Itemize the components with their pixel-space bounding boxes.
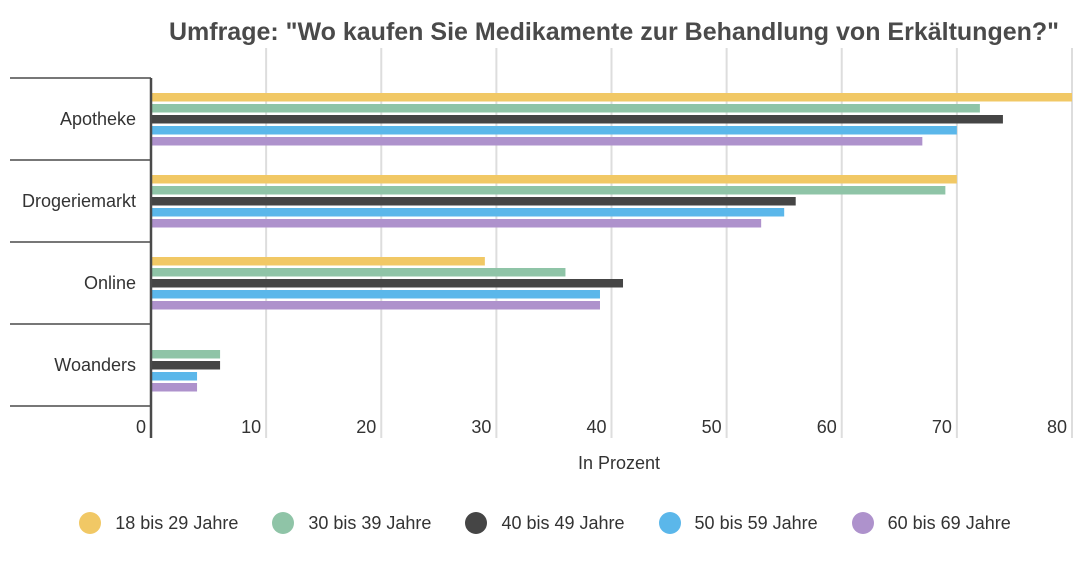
x-tick-label: 40 bbox=[586, 417, 606, 437]
category-label: Online bbox=[84, 273, 136, 293]
legend-item: 50 bis 59 Jahre bbox=[658, 512, 818, 534]
legend-item: 60 bis 69 Jahre bbox=[851, 512, 1011, 534]
bar bbox=[151, 197, 796, 206]
legend-swatch bbox=[851, 512, 874, 534]
bar bbox=[151, 104, 980, 113]
chart-title: Umfrage: "Wo kaufen Sie Medikamente zur … bbox=[169, 18, 1059, 46]
x-tick-label: 60 bbox=[817, 417, 837, 437]
bar bbox=[151, 115, 1003, 124]
legend-item: 30 bis 39 Jahre bbox=[272, 512, 431, 534]
bar bbox=[151, 268, 566, 277]
x-tick-label: 30 bbox=[471, 417, 491, 437]
x-tick-label: 0 bbox=[136, 417, 146, 437]
bar bbox=[151, 350, 221, 359]
legend-label: 40 bis 49 Jahre bbox=[501, 512, 625, 533]
legend-label: 30 bis 39 Jahre bbox=[308, 512, 432, 533]
category-label: Drogeriemarkt bbox=[22, 191, 136, 211]
bar bbox=[151, 126, 957, 135]
legend-swatch bbox=[79, 512, 102, 534]
legend-item: 18 bis 29 Jahre bbox=[79, 512, 238, 534]
legend-item: 40 bis 49 Jahre bbox=[465, 512, 625, 534]
bars bbox=[151, 93, 1072, 392]
x-tick-labels: 0 10 20 30 40 50 60 70 80 bbox=[136, 417, 1067, 437]
category-separators bbox=[10, 77, 151, 407]
legend-swatch bbox=[272, 512, 295, 534]
bar bbox=[151, 208, 785, 217]
bar bbox=[151, 186, 946, 195]
x-tick-label: 20 bbox=[356, 417, 376, 437]
legend: 18 bis 29 Jahre 30 bis 39 Jahre 40 bis 49 … bbox=[0, 512, 1090, 534]
x-tick-label: 10 bbox=[241, 417, 261, 437]
category-label: Apotheke bbox=[60, 109, 136, 129]
legend-label: 50 bis 59 Jahre bbox=[694, 512, 818, 533]
legend-label: 18 bis 29 Jahre bbox=[115, 512, 239, 533]
category-labels: Apotheke Drogeriemarkt Online Woanders bbox=[22, 109, 136, 375]
x-axis-title: In Prozent bbox=[578, 453, 660, 473]
category-label: Woanders bbox=[54, 355, 136, 375]
legend-swatch bbox=[658, 512, 681, 534]
bar bbox=[151, 290, 600, 299]
x-tick-label: 70 bbox=[932, 417, 952, 437]
legend-swatch bbox=[465, 512, 488, 534]
x-tick-label: 50 bbox=[702, 417, 722, 437]
x-tick-label: 80 bbox=[1047, 417, 1067, 437]
bar bbox=[151, 383, 198, 392]
bar bbox=[151, 93, 1072, 102]
legend-label: 60 bis 69 Jahre bbox=[887, 512, 1011, 533]
bar bbox=[151, 372, 198, 381]
bar bbox=[151, 361, 221, 370]
bar bbox=[151, 279, 624, 288]
bar bbox=[151, 257, 485, 266]
bar bbox=[151, 175, 957, 184]
grid bbox=[265, 48, 1073, 438]
bar bbox=[151, 219, 762, 228]
bar bbox=[151, 301, 600, 310]
bar bbox=[151, 137, 923, 146]
